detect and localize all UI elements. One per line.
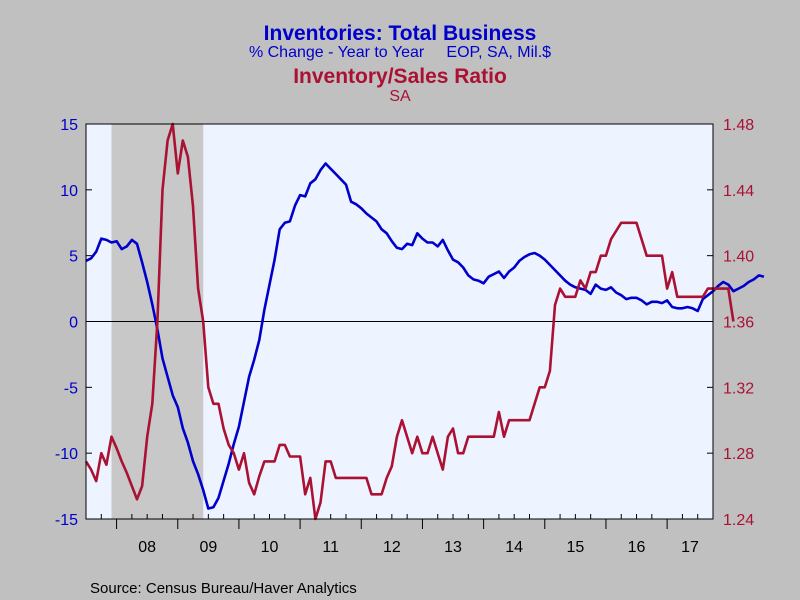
x-axis-tick-label: 16 <box>628 539 646 556</box>
right-axis-tick-label: 1.24 <box>723 512 754 529</box>
right-axis-tick-label: 1.32 <box>723 380 754 397</box>
source-note: Source: Census Bureau/Haver Analytics <box>90 580 357 597</box>
plot-border <box>85 123 714 520</box>
x-axis-tick-label: 10 <box>261 539 279 556</box>
right-axis-tick-label: 1.48 <box>723 117 754 134</box>
left-axis-tick-label: 0 <box>69 315 78 332</box>
x-axis-tick-label: 17 <box>681 539 699 556</box>
right-axis-tick-label: 1.28 <box>723 446 754 463</box>
left-axis-tick-label: -10 <box>55 446 78 463</box>
left-axis-tick-label: 10 <box>60 183 78 200</box>
chart-title: Inventories: Total Business <box>264 22 537 45</box>
right-axis-tick-label: 1.40 <box>723 249 754 266</box>
chart-subtitle: % Change - Year to Year EOP, SA, Mil.$ <box>249 44 551 61</box>
x-axis-tick-label: 14 <box>505 539 523 556</box>
x-axis-tick-label: 08 <box>138 539 156 556</box>
series-inventories-yoy <box>85 162 765 510</box>
x-axis-tick-label: 11 <box>322 539 339 556</box>
x-axis-tick-label: 15 <box>566 539 584 556</box>
left-axis-tick-label: 5 <box>69 249 78 266</box>
series-inventory-sales-ratio <box>84 122 735 521</box>
chart-subtitle-2: SA <box>389 88 411 105</box>
x-axis-tick-label: 13 <box>444 539 462 556</box>
left-axis-tick-label: -5 <box>64 380 78 397</box>
x-axis-tick-label: 09 <box>199 539 217 556</box>
chart-title-2: Inventory/Sales Ratio <box>293 65 507 88</box>
right-axis-tick-label: 1.44 <box>723 183 754 200</box>
left-axis-tick-label: 15 <box>60 117 78 134</box>
right-axis-tick-label: 1.36 <box>723 315 754 332</box>
left-axis-tick-label: -15 <box>55 512 78 529</box>
x-axis-tick-label: 12 <box>383 539 401 556</box>
